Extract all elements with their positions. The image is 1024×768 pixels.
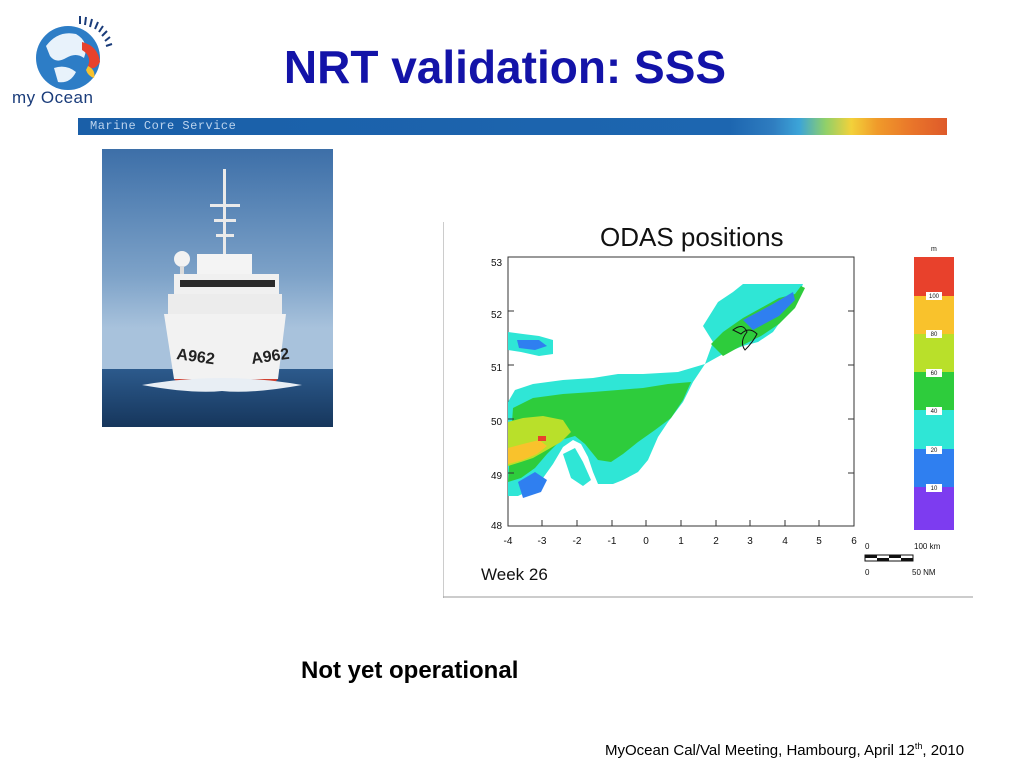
footer-text: MyOcean Cal/Val Meeting, Hambourg, April… (605, 741, 964, 759)
map-title: ODAS positions (600, 222, 784, 252)
scale-km-end: 100 km (914, 542, 941, 551)
ship-photo: A962 A962 (102, 149, 333, 427)
x-tick-label: -1 (608, 536, 617, 547)
legend-swatch (914, 487, 954, 530)
color-legend: m 100 80 60 40 20 10 (914, 246, 954, 530)
legend-swatch (914, 449, 954, 487)
legend-swatch (914, 296, 954, 334)
y-tick-label: 48 (491, 521, 503, 532)
salinity-map-shapes (508, 284, 805, 498)
footer-sup: th (914, 741, 923, 751)
x-tick-label: -4 (504, 536, 513, 547)
x-tick-label: 2 (713, 536, 719, 547)
myocean-logo (36, 16, 113, 90)
svg-text:A962: A962 (175, 346, 215, 368)
odas-map-panel: 53 52 51 50 49 48 -4 -3 -2 -1 0 1 2 3 4 … (443, 222, 973, 598)
legend-label: 10 (931, 486, 938, 492)
x-tick-label: -2 (573, 536, 582, 547)
x-tick-label: 0 (643, 536, 649, 547)
slide-title: NRT validation: SSS (283, 41, 727, 93)
scale-bar: 0 100 km 0 50 NM (864, 542, 941, 577)
logo-text: my Ocean (12, 88, 94, 107)
legend-label: 100 (929, 294, 940, 300)
footer-suffix: , 2010 (922, 742, 965, 759)
footer-main: MyOcean Cal/Val Meeting, Hambourg, April… (605, 742, 915, 759)
legend-swatch (914, 410, 954, 449)
legend-label: 60 (931, 371, 938, 377)
legend-swatch (914, 372, 954, 410)
banner-strip (78, 118, 947, 135)
y-tick-label: 52 (491, 310, 503, 321)
y-tick-label: 53 (491, 258, 503, 269)
legend-label: 80 (931, 332, 938, 338)
banner-text: Marine Core Service (90, 119, 237, 133)
x-tick-label: -3 (538, 536, 547, 547)
x-tick-label: 5 (816, 536, 822, 547)
scale-km-start: 0 (865, 542, 870, 551)
svg-text:A962: A962 (250, 346, 290, 368)
x-tick-label: 6 (851, 536, 857, 547)
x-tick-label: 3 (747, 536, 753, 547)
week-label: Week 26 (481, 565, 548, 584)
x-tick-label: 1 (678, 536, 684, 547)
legend-label: 20 (931, 448, 938, 454)
y-tick-label: 49 (491, 471, 503, 482)
scale-nm-end: 50 NM (912, 568, 936, 577)
y-axis-ticks: 53 52 51 50 49 48 (491, 258, 503, 532)
y-tick-label: 50 (491, 417, 503, 428)
x-axis-ticks: -4 -3 -2 -1 0 1 2 3 4 5 6 (504, 536, 858, 547)
legend-label: 40 (931, 409, 938, 415)
legend-unit: m (931, 246, 937, 253)
status-text: Not yet operational (301, 657, 519, 684)
scale-nm-start: 0 (865, 568, 870, 577)
legend-swatch (914, 334, 954, 372)
x-tick-label: 4 (782, 536, 788, 547)
y-tick-label: 51 (491, 363, 503, 374)
legend-swatch (914, 257, 954, 296)
